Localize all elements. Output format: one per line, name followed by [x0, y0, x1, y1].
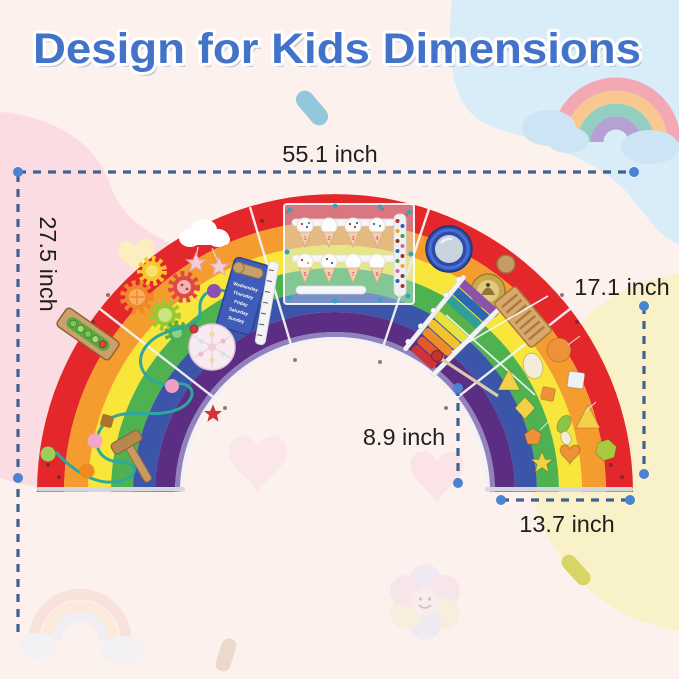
dimension-label-right-height: 17.1 inch [574, 274, 669, 300]
shape-triangle [497, 367, 521, 391]
shape-triangle [575, 403, 601, 429]
mallet-toy [431, 350, 499, 398]
page-title: Design for Kids Dimensions Design for Ki… [30, 22, 644, 77]
shape-sorter-toy [497, 335, 617, 474]
green-pill-icon [561, 554, 591, 586]
svg-text:7: 7 [352, 272, 355, 278]
shape-hexagon [595, 438, 617, 462]
wooden-knob-toy [496, 254, 516, 274]
ice-cream-row-2: 5 6 7 8 [296, 253, 386, 285]
page-title-text: Design for Kids Dimensions [33, 25, 641, 73]
shape-diamond [514, 396, 536, 420]
dimension-label-top-width: 55.1 inch [282, 141, 377, 167]
blue-pill-icon [295, 90, 329, 126]
shape-ellipse [522, 352, 544, 380]
heart-icon [118, 238, 155, 275]
heart-icon [410, 451, 464, 503]
day-label: Saturday [228, 306, 249, 316]
svg-text:1: 1 [304, 236, 307, 242]
ice-cream-row-1: 1 2 3 4 [296, 217, 386, 249]
shape-ellipse-small [560, 430, 572, 446]
shape-leaf [556, 414, 572, 434]
dimension-annotations: 55.1 inch 27.5 inch 17.1 inch 8.9 inch 1… [13, 141, 670, 634]
clock-wheel-toy [188, 323, 236, 371]
smiley-flower-icon [390, 564, 460, 640]
height-ruler-toy [254, 260, 280, 346]
heart-icon [228, 436, 288, 493]
shape-pentagon [523, 427, 543, 445]
mirror-toy [425, 225, 473, 273]
svg-text:2: 2 [328, 236, 331, 242]
lace-strings [445, 295, 549, 396]
svg-text:3: 3 [352, 236, 355, 242]
svg-text:8: 8 [376, 272, 379, 278]
shape-square-white [566, 370, 586, 390]
shape-star [529, 450, 555, 474]
dimension-endpoints [13, 167, 649, 505]
caterpillar-scraper-toy [56, 307, 120, 361]
day-label: Friday [234, 299, 249, 308]
faint-rainbow-icon [18, 588, 144, 664]
rainbow-board: Wednesday Thursday Friday Saturday Sunda… [37, 194, 633, 492]
days-of-week-board-toy: Wednesday Thursday Friday Saturday Sunda… [216, 256, 270, 336]
bead-maze-toy [40, 284, 248, 484]
dimension-label-bottom-width: 13.7 inch [519, 511, 614, 537]
page-title-shadow: Design for Kids Dimensions [36, 29, 644, 77]
fruit-gears-toy [120, 256, 200, 346]
dimension-label-board-depth: 8.9 inch [363, 424, 445, 450]
svg-text:6: 6 [328, 272, 331, 278]
day-label: Sunday [228, 315, 246, 325]
wooden-hammer-toy [110, 429, 152, 483]
shape-circle [546, 337, 572, 363]
day-label: Wednesday [233, 281, 259, 293]
shape-heart [559, 444, 581, 466]
pastel-rainbow-icon [522, 77, 679, 164]
cloud-with-stars-toy [179, 219, 230, 277]
svg-text:5: 5 [304, 272, 307, 278]
xylophone-toy [403, 274, 502, 377]
svg-text:4: 4 [376, 236, 379, 242]
shape-square-orange [540, 386, 556, 402]
bottom-edge-left [37, 487, 185, 492]
bottom-edge-right [485, 487, 633, 492]
dimension-label-left-height: 27.5 inch [35, 216, 61, 311]
beige-pill-icon [215, 638, 237, 672]
day-label: Thursday [233, 290, 255, 301]
ice-cream-abacus-toy: 1 2 3 4 5 6 7 8 [283, 203, 415, 305]
